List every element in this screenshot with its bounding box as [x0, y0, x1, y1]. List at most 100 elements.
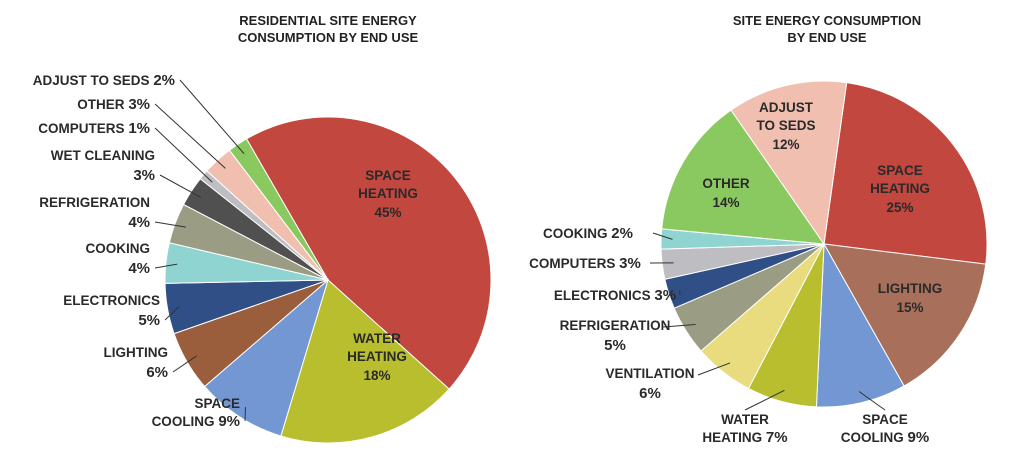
chart-right-pie: SPACE HEATING 25% LIGHTING 15% SPACE COOLING 9…: [529, 80, 988, 446]
slice-water-heating-label-line: HEATING: [347, 349, 407, 364]
slice-adjust-to-seds-value: 2%: [153, 72, 175, 89]
slice-adjust-to-seds-label-line: TO SEDS: [756, 118, 815, 133]
slice-lighting-label-line: LIGHTING: [878, 281, 943, 296]
slice-computers-label: COMPUTERS 1%: [38, 120, 213, 183]
slice-refrigeration-label: REFRIGERATION 4%: [39, 195, 186, 231]
slice-wet-cleaning-label-line: WET CLEANING: [51, 148, 155, 163]
slice-other-label: OTHER 3%: [77, 96, 226, 169]
slice-computers-label: COMPUTERS 3%: [529, 255, 674, 272]
slice-adjust-to-seds-label: ADJUST TO SEDS 12%: [756, 100, 815, 152]
slice-space-cooling-label: SPACE COOLING 9%: [152, 396, 246, 430]
slice-space-cooling-label-line: COOLING 9%: [841, 429, 929, 446]
chart-left: RESIDENTIAL SITE ENERGY CONSUMPTION BY E…: [33, 13, 492, 444]
slice-other: [661, 109, 826, 245]
slice-electronics-leader-line: [164, 306, 180, 321]
slice-computers-label-line: COMPUTERS 3%: [529, 255, 641, 272]
slice-cooking-value: 4%: [128, 260, 150, 277]
slice-wet-cleaning-value: 3%: [133, 167, 155, 184]
slice-lighting-value: 6%: [146, 364, 168, 381]
chart-left-title-line-1: RESIDENTIAL SITE ENERGY: [239, 13, 417, 28]
chart-left-pie: SPACE HEATING 45% WATER HEATING 18% SPACE COOLI…: [33, 72, 492, 444]
slice-space-cooling: [815, 242, 905, 408]
chart-right-title-line-2: BY END USE: [787, 30, 867, 45]
slice-cooking-value: 2%: [611, 225, 633, 242]
slice-lighting: [823, 243, 987, 387]
slice-lighting-value: 15%: [896, 300, 923, 315]
slice-space-heating-label-line: HEATING: [870, 181, 930, 196]
slice-cooking-label: COOKING 4%: [85, 241, 178, 277]
slice-water-heating-value: 7%: [766, 429, 788, 446]
slice-ventilation-label: VENTILATION 6%: [606, 362, 731, 402]
slice-space-cooling-value: 9%: [218, 413, 240, 430]
slice-refrigeration-value: 5%: [604, 337, 626, 354]
slice-space-cooling-label: SPACE COOLING 9%: [841, 391, 929, 446]
slice-electronics-value: 3%: [654, 287, 676, 304]
slice-other-label-line: OTHER 3%: [77, 96, 150, 113]
slice-other-label-line: OTHER: [702, 176, 750, 191]
slice-adjust-to-seds-label: ADJUST TO SEDS 2%: [33, 72, 245, 155]
slice-lighting-leader-line: [172, 355, 198, 373]
slice-space-cooling-value: 9%: [908, 429, 930, 446]
slice-water-heating-value: 18%: [363, 368, 390, 383]
slice-water-heating-label-line: WATER: [353, 331, 401, 346]
slice-electronics-label: ELECTRONICS 3%: [554, 287, 681, 304]
slice-adjust-to-seds-label-line: ADJUST: [759, 100, 814, 115]
slice-space-cooling: [203, 278, 329, 437]
slice-cooking-label-line: COOKING: [85, 241, 150, 256]
slice-water-heating: [280, 279, 450, 444]
slice-space-heating: [245, 116, 492, 390]
slice-space-heating-value: 45%: [374, 205, 401, 220]
slice-lighting-label: LIGHTING 15%: [878, 281, 943, 315]
slice-water-heating-leader-line: [744, 389, 785, 411]
slice-adjust-to-seds-value: 12%: [772, 137, 799, 152]
slice-wet-cleaning-label: WET CLEANING 3%: [51, 148, 202, 198]
slice-cooking-leader-line: [652, 232, 673, 240]
slice-refrigeration-label-line: REFRIGERATION: [39, 195, 150, 210]
slice-space-cooling-leader-line: [858, 391, 886, 411]
slice-space-cooling-label-line: SPACE: [862, 412, 908, 427]
slice-refrigeration-label-line: REFRIGERATION: [560, 318, 671, 333]
slice-cooking-label-line: COOKING 2%: [543, 225, 633, 242]
slice-electronics-label-line: ELECTRONICS: [63, 293, 160, 308]
slice-computers-leader-line: [154, 127, 213, 183]
slice-water-heating-label-line: HEATING 7%: [702, 429, 787, 446]
slice-space-cooling-label-line: COOLING 9%: [152, 413, 240, 430]
slice-space-cooling-label-line: SPACE: [194, 396, 240, 411]
chart-left-title-line-2: CONSUMPTION BY END USE: [238, 30, 419, 45]
slice-refrigeration-leader-line: [154, 221, 186, 228]
slice-refrigeration-label: REFRIGERATION 5%: [560, 318, 696, 354]
slice-water-heating-label: WATER HEATING 7%: [702, 389, 788, 446]
slice-refrigeration-value: 4%: [128, 214, 150, 231]
slice-space-heating-label: SPACE HEATING 45%: [358, 168, 418, 220]
chart-right: SITE ENERGY CONSUMPTION BY END USE SPACE…: [529, 13, 988, 446]
slice-computers-value: 3%: [619, 255, 641, 272]
slice-water-heating-label-line: WATER: [721, 412, 769, 427]
slice-other-value: 3%: [128, 96, 150, 113]
slice-adjust-to-seds-label-line: ADJUST TO SEDS 2%: [33, 72, 175, 89]
slice-adjust-to-seds-leader-line: [179, 79, 245, 155]
slice-adjust-to-seds: [730, 80, 848, 246]
slice-water-heating-label: WATER HEATING 18%: [347, 331, 407, 383]
slice-refrigeration-leader-line: [662, 324, 696, 328]
slice-space-heating-label-line: SPACE: [877, 163, 923, 178]
slice-other-value: 14%: [712, 195, 739, 210]
slice-cooking-leader-line: [154, 263, 178, 269]
slice-computers-label-line: COMPUTERS 1%: [38, 120, 150, 137]
slice-other-label: OTHER 14%: [702, 176, 750, 210]
slice-ventilation-label-line: VENTILATION: [606, 366, 695, 381]
slice-ventilation-leader-line: [697, 362, 731, 376]
slice-lighting-label: LIGHTING 6%: [104, 345, 198, 381]
slice-cooking-label: COOKING 2%: [543, 225, 673, 242]
chart-right-title-line-1: SITE ENERGY CONSUMPTION: [733, 13, 921, 28]
slice-electronics-label-line: ELECTRONICS 3%: [554, 287, 676, 304]
slice-electronics-value: 5%: [138, 312, 160, 329]
slice-wet-cleaning-leader-line: [159, 174, 202, 198]
slice-space-heating-label: SPACE HEATING 25%: [870, 163, 930, 215]
slice-adjust-to-seds: [228, 138, 329, 281]
slice-lighting-label-line: LIGHTING: [104, 345, 169, 360]
slice-electronics-label: ELECTRONICS 5%: [63, 293, 180, 329]
slice-space-heating-value: 25%: [886, 200, 913, 215]
slice-space-heating-label-line: HEATING: [358, 186, 418, 201]
slice-ventilation-value: 6%: [639, 385, 661, 402]
